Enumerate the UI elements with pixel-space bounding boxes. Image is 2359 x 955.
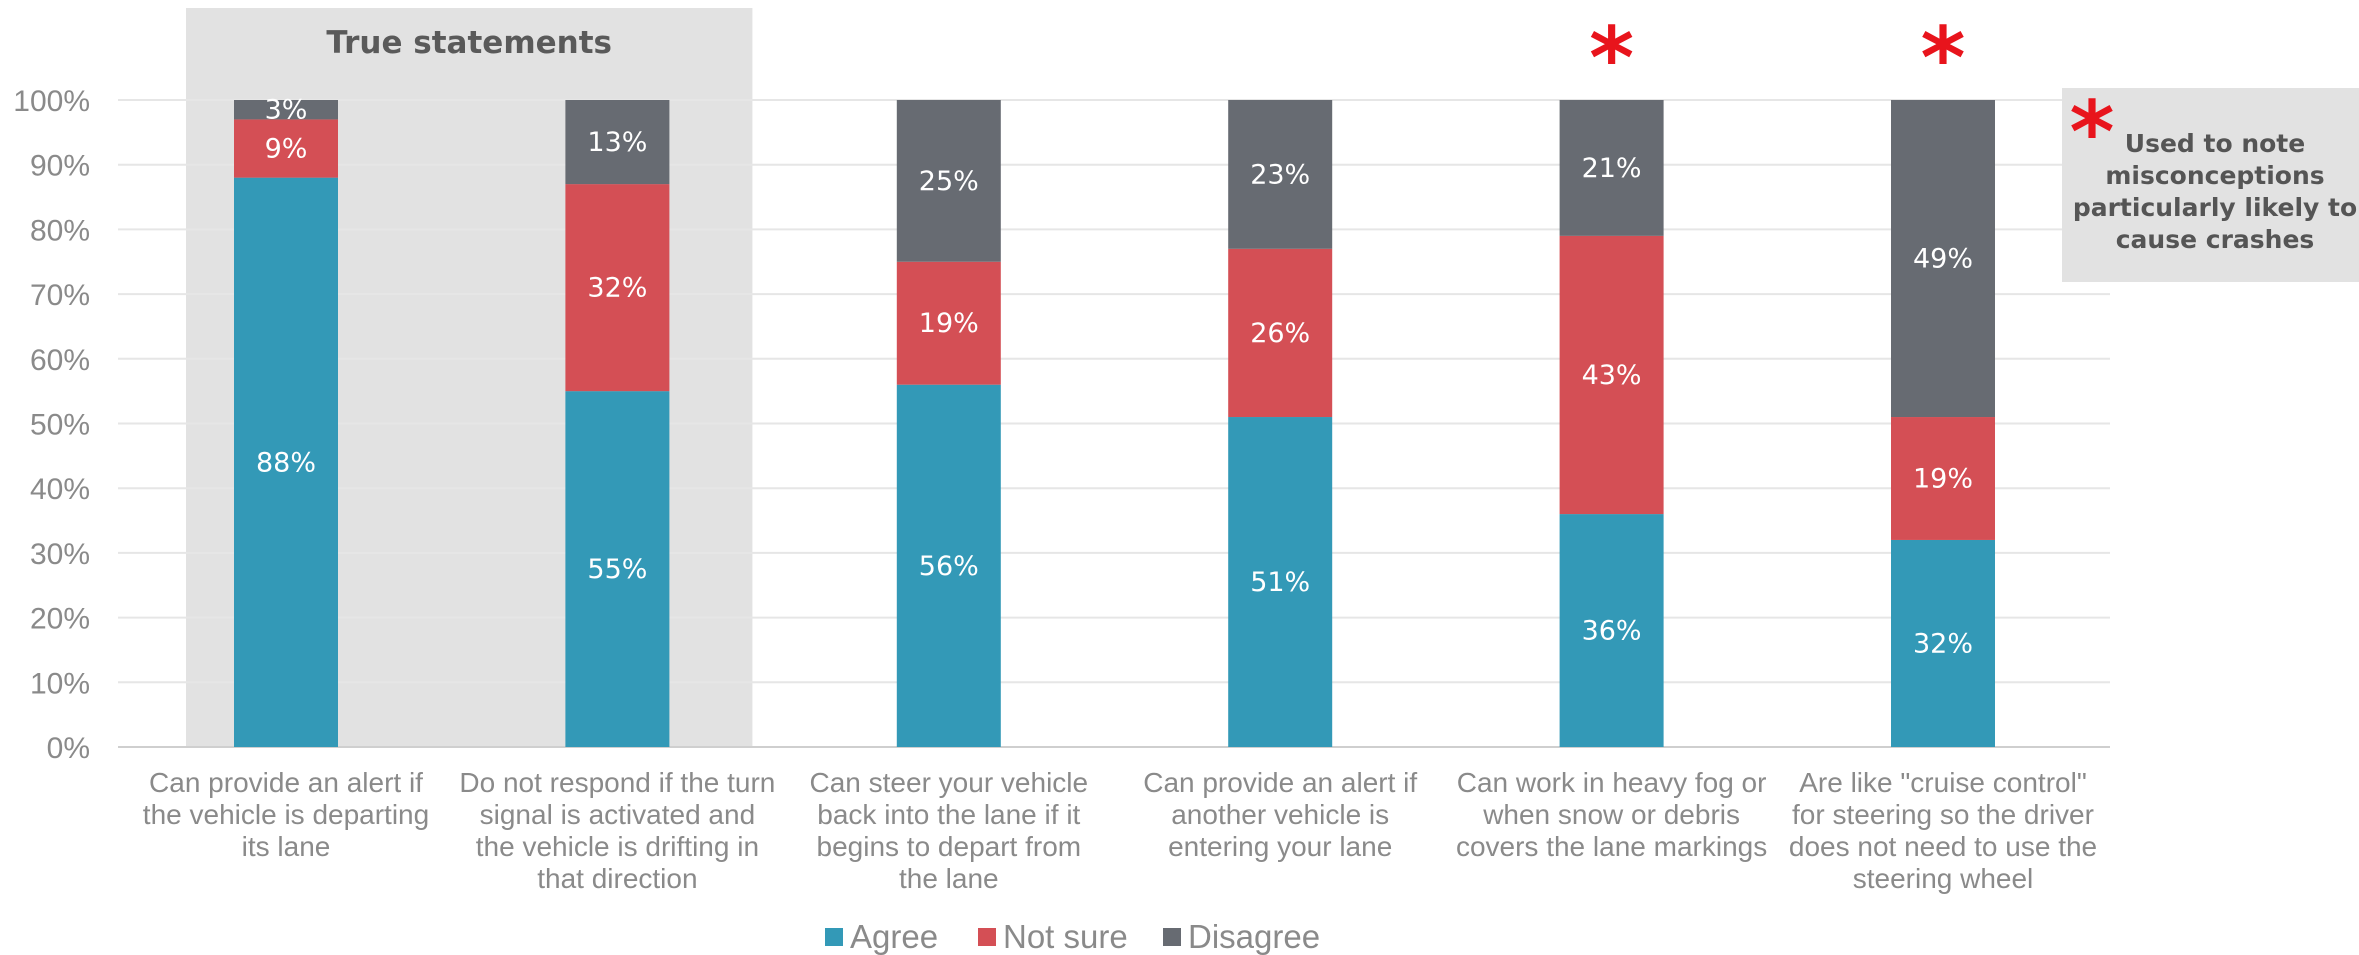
data-label: 21%: [1582, 153, 1642, 184]
y-axis: 0% 10% 20% 30% 40% 50% 60% 70% 80% 90% 100%: [13, 85, 90, 765]
category-label: Can provide an alert if the vehicle is de…: [143, 767, 429, 862]
legend-label: Not sure: [1003, 918, 1128, 955]
bar-segment: [234, 119, 338, 178]
category-label-line: covers the lane markings: [1456, 831, 1767, 862]
data-label: 88%: [256, 447, 316, 478]
bar-segment: [565, 391, 670, 747]
category-label-line: Can steer your vehicle: [810, 767, 1089, 798]
category-label-line: Are like "cruise control": [1799, 767, 2087, 798]
bar-segment: [896, 100, 1001, 262]
data-label: 9%: [265, 134, 308, 165]
misconception-markers: * *: [1589, 9, 1965, 109]
category-label: Are like "cruise control" for steering so…: [1789, 767, 2097, 894]
category-label-line: begins to depart from: [817, 831, 1082, 862]
bar-segment: [1228, 417, 1333, 747]
bar-segment: [1559, 514, 1664, 747]
category-label: Can steer your vehicle back into the lane…: [810, 767, 1089, 894]
data-label: 3%: [265, 95, 308, 126]
category-label-line: Can provide an alert if: [1143, 767, 1417, 798]
data-label: 32%: [587, 273, 647, 304]
category-label-line: signal is activated and: [480, 799, 756, 830]
data-label: 49%: [1913, 244, 1973, 275]
category-label-line: for steering so the driver: [1792, 799, 2094, 830]
legend: Agree Not sure Disagree: [825, 918, 1320, 955]
category-label-line: back into the lane if it: [817, 799, 1080, 830]
category-label-line: the vehicle is drifting in: [476, 831, 759, 862]
bar-segment: [1228, 248, 1333, 418]
category-label: Can provide an alert if another vehicle i…: [1143, 767, 1417, 862]
data-labels: 88% 9% 3% 55% 32% 13% 56% 19% 25% 51% 26% 23% 36% 43%…: [256, 95, 1973, 660]
legend-swatch: [978, 928, 996, 946]
bar-segment: [1891, 417, 1995, 540]
category-label-line: that direction: [537, 863, 697, 894]
category-label-line: does not need to use the: [1789, 831, 2097, 862]
x-axis-categories: Can provide an alert if the vehicle is de…: [143, 767, 2097, 894]
y-tick-label: 90%: [30, 150, 90, 183]
category-label-line: Can work in heavy fog or: [1457, 767, 1767, 798]
misconception-asterisk: *: [1589, 9, 1634, 109]
gridlines: [118, 99, 2110, 748]
category-label-line: Do not respond if the turn: [459, 767, 775, 798]
category-label: Do not respond if the turn signal is acti…: [459, 767, 775, 894]
category-label-line: entering your lane: [1168, 831, 1392, 862]
bar-segment: [565, 100, 670, 185]
category-label-line: another vehicle is: [1171, 799, 1389, 830]
bar-segment: [896, 384, 1001, 747]
bar-segment: [1891, 539, 1995, 747]
category-label-line: steering wheel: [1853, 863, 2034, 894]
y-tick-label: 70%: [30, 279, 90, 312]
y-tick-label: 50%: [30, 409, 90, 442]
bar-segment: [1559, 235, 1664, 515]
note-text-line: particularly likely to: [2073, 193, 2357, 222]
bar-segment: [1228, 100, 1333, 249]
legend-swatch: [825, 928, 843, 946]
y-tick-label: 100%: [13, 85, 90, 118]
y-tick-label: 80%: [30, 214, 90, 247]
note-box: [2062, 88, 2359, 282]
bars: [234, 100, 1995, 747]
data-label: 56%: [919, 551, 979, 582]
data-label: 25%: [919, 166, 979, 197]
bar-segment: [1891, 100, 1995, 418]
bar-segment: [234, 100, 338, 120]
data-label: 23%: [1250, 159, 1310, 190]
true-statements-label: True statements: [326, 25, 612, 61]
y-tick-label: 20%: [30, 603, 90, 636]
data-label: 19%: [919, 308, 979, 339]
category-label-line: when snow or debris: [1482, 799, 1740, 830]
bar-segment: [1559, 100, 1664, 236]
category-label-line: the vehicle is departing: [143, 799, 429, 830]
y-tick-label: 40%: [30, 473, 90, 506]
misconception-asterisk: *: [1921, 9, 1966, 109]
legend-label: Agree: [850, 918, 938, 955]
legend-swatch: [1163, 928, 1181, 946]
y-tick-label: 30%: [30, 538, 90, 571]
category-label-line: its lane: [242, 831, 331, 862]
note-asterisk: *: [2070, 83, 2115, 183]
bar-segment: [896, 261, 1001, 385]
note-text-line: cause crashes: [2116, 225, 2315, 254]
data-label: 19%: [1913, 463, 1973, 494]
legend-label: Disagree: [1188, 918, 1320, 955]
y-tick-label: 0%: [47, 732, 90, 765]
data-label: 55%: [587, 554, 647, 585]
data-label: 13%: [587, 127, 647, 158]
data-label: 32%: [1913, 628, 1973, 659]
category-label: Can work in heavy fog or when snow or deb…: [1456, 767, 1767, 862]
misconception-note: * Used to note misconceptions particularly …: [2062, 83, 2359, 282]
data-label: 51%: [1250, 567, 1310, 598]
y-tick-label: 60%: [30, 344, 90, 377]
data-label: 26%: [1250, 318, 1310, 349]
bar-segment: [234, 177, 338, 747]
category-label-line: Can provide an alert if: [149, 767, 423, 798]
data-label: 43%: [1582, 360, 1642, 391]
note-text-line: misconceptions: [2105, 161, 2324, 190]
note-text-line: Used to note: [2125, 129, 2305, 158]
data-label: 36%: [1582, 616, 1642, 647]
bar-segment: [565, 184, 670, 392]
category-label-line: the lane: [899, 863, 999, 894]
y-tick-label: 10%: [30, 667, 90, 700]
